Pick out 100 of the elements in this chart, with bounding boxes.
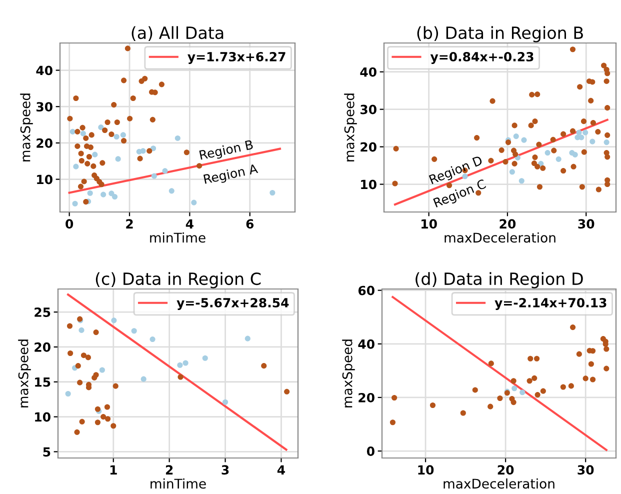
point bbox=[178, 374, 184, 380]
point bbox=[68, 350, 74, 356]
point bbox=[513, 134, 519, 140]
chart-title: (d) Data in Region D bbox=[416, 272, 583, 288]
x-tick-label: 6 bbox=[246, 219, 254, 229]
point bbox=[532, 375, 538, 381]
y-tick-label: 10 bbox=[37, 174, 52, 184]
point bbox=[590, 138, 596, 144]
legend-label: y=0.84x+-0.23 bbox=[430, 52, 534, 64]
y-tick-label: 60 bbox=[358, 286, 374, 296]
point bbox=[80, 352, 87, 358]
point bbox=[528, 122, 534, 128]
point bbox=[86, 154, 92, 160]
point bbox=[526, 378, 532, 384]
point bbox=[184, 150, 190, 156]
y-tick-label: 20 bbox=[34, 342, 50, 352]
point bbox=[604, 105, 610, 111]
annotation: Region B bbox=[199, 139, 254, 162]
point bbox=[576, 351, 582, 357]
x-tick-label: 2 bbox=[166, 465, 173, 474]
x-axis-title: maxDeceleration bbox=[444, 232, 556, 243]
y-axis-title: maxSpeed bbox=[344, 94, 357, 162]
point bbox=[392, 394, 398, 401]
point bbox=[108, 131, 114, 137]
point bbox=[582, 130, 588, 136]
point bbox=[127, 116, 133, 122]
point bbox=[78, 327, 84, 333]
point bbox=[512, 122, 518, 128]
point bbox=[131, 328, 137, 334]
point bbox=[490, 98, 496, 104]
point bbox=[98, 124, 104, 130]
point bbox=[284, 388, 290, 394]
point bbox=[534, 92, 540, 98]
point bbox=[182, 360, 188, 366]
point bbox=[66, 323, 73, 329]
point bbox=[604, 140, 610, 146]
x-tick-label: 2 bbox=[126, 219, 133, 228]
point bbox=[244, 336, 250, 342]
point bbox=[581, 149, 587, 155]
x-axis-title: minTime bbox=[150, 232, 206, 243]
point bbox=[488, 158, 494, 164]
point bbox=[580, 118, 587, 124]
point bbox=[604, 78, 610, 84]
point bbox=[121, 78, 127, 84]
point bbox=[92, 152, 98, 158]
point bbox=[510, 378, 516, 384]
point bbox=[544, 150, 550, 156]
point bbox=[540, 165, 546, 171]
point bbox=[518, 178, 524, 184]
point bbox=[105, 416, 111, 422]
point bbox=[588, 361, 594, 367]
point bbox=[202, 355, 208, 361]
x-tick-label: 20 bbox=[498, 465, 514, 475]
point bbox=[498, 147, 504, 153]
y-axis-title: maxSpeed bbox=[18, 340, 31, 408]
point bbox=[570, 128, 576, 134]
x-tick-label: 0 bbox=[66, 219, 74, 229]
y-tick-label: 10 bbox=[35, 412, 50, 422]
point bbox=[551, 148, 557, 154]
point bbox=[112, 194, 118, 200]
point bbox=[94, 420, 100, 426]
point bbox=[540, 388, 546, 394]
point bbox=[80, 124, 86, 130]
point bbox=[162, 168, 168, 174]
point bbox=[99, 367, 105, 373]
point bbox=[570, 46, 576, 52]
point bbox=[114, 119, 120, 126]
point bbox=[604, 132, 610, 138]
point bbox=[588, 98, 594, 104]
y-tick-label: 30 bbox=[360, 104, 376, 114]
x-tick-label: 30 bbox=[578, 465, 594, 475]
point bbox=[100, 160, 106, 166]
point bbox=[590, 120, 596, 126]
point bbox=[174, 135, 180, 141]
point bbox=[529, 92, 535, 98]
point bbox=[572, 152, 578, 158]
point bbox=[392, 180, 398, 186]
point bbox=[512, 152, 518, 158]
x-tick-label: 4 bbox=[277, 465, 285, 474]
point bbox=[100, 192, 106, 198]
point bbox=[104, 404, 110, 410]
point bbox=[270, 190, 276, 196]
point bbox=[77, 380, 83, 386]
point bbox=[88, 144, 94, 150]
point bbox=[534, 356, 540, 362]
point bbox=[390, 420, 396, 426]
point bbox=[79, 418, 85, 424]
point bbox=[570, 324, 576, 330]
point bbox=[472, 387, 478, 393]
point bbox=[570, 164, 576, 170]
point bbox=[579, 184, 585, 190]
point bbox=[87, 190, 93, 196]
point bbox=[536, 184, 542, 190]
point bbox=[509, 169, 515, 175]
point bbox=[476, 190, 482, 196]
point bbox=[93, 372, 99, 378]
x-tick-label: 10 bbox=[422, 219, 437, 229]
point bbox=[596, 186, 602, 192]
y-tick-label: 10 bbox=[361, 180, 376, 190]
y-tick-label: 40 bbox=[358, 339, 374, 349]
